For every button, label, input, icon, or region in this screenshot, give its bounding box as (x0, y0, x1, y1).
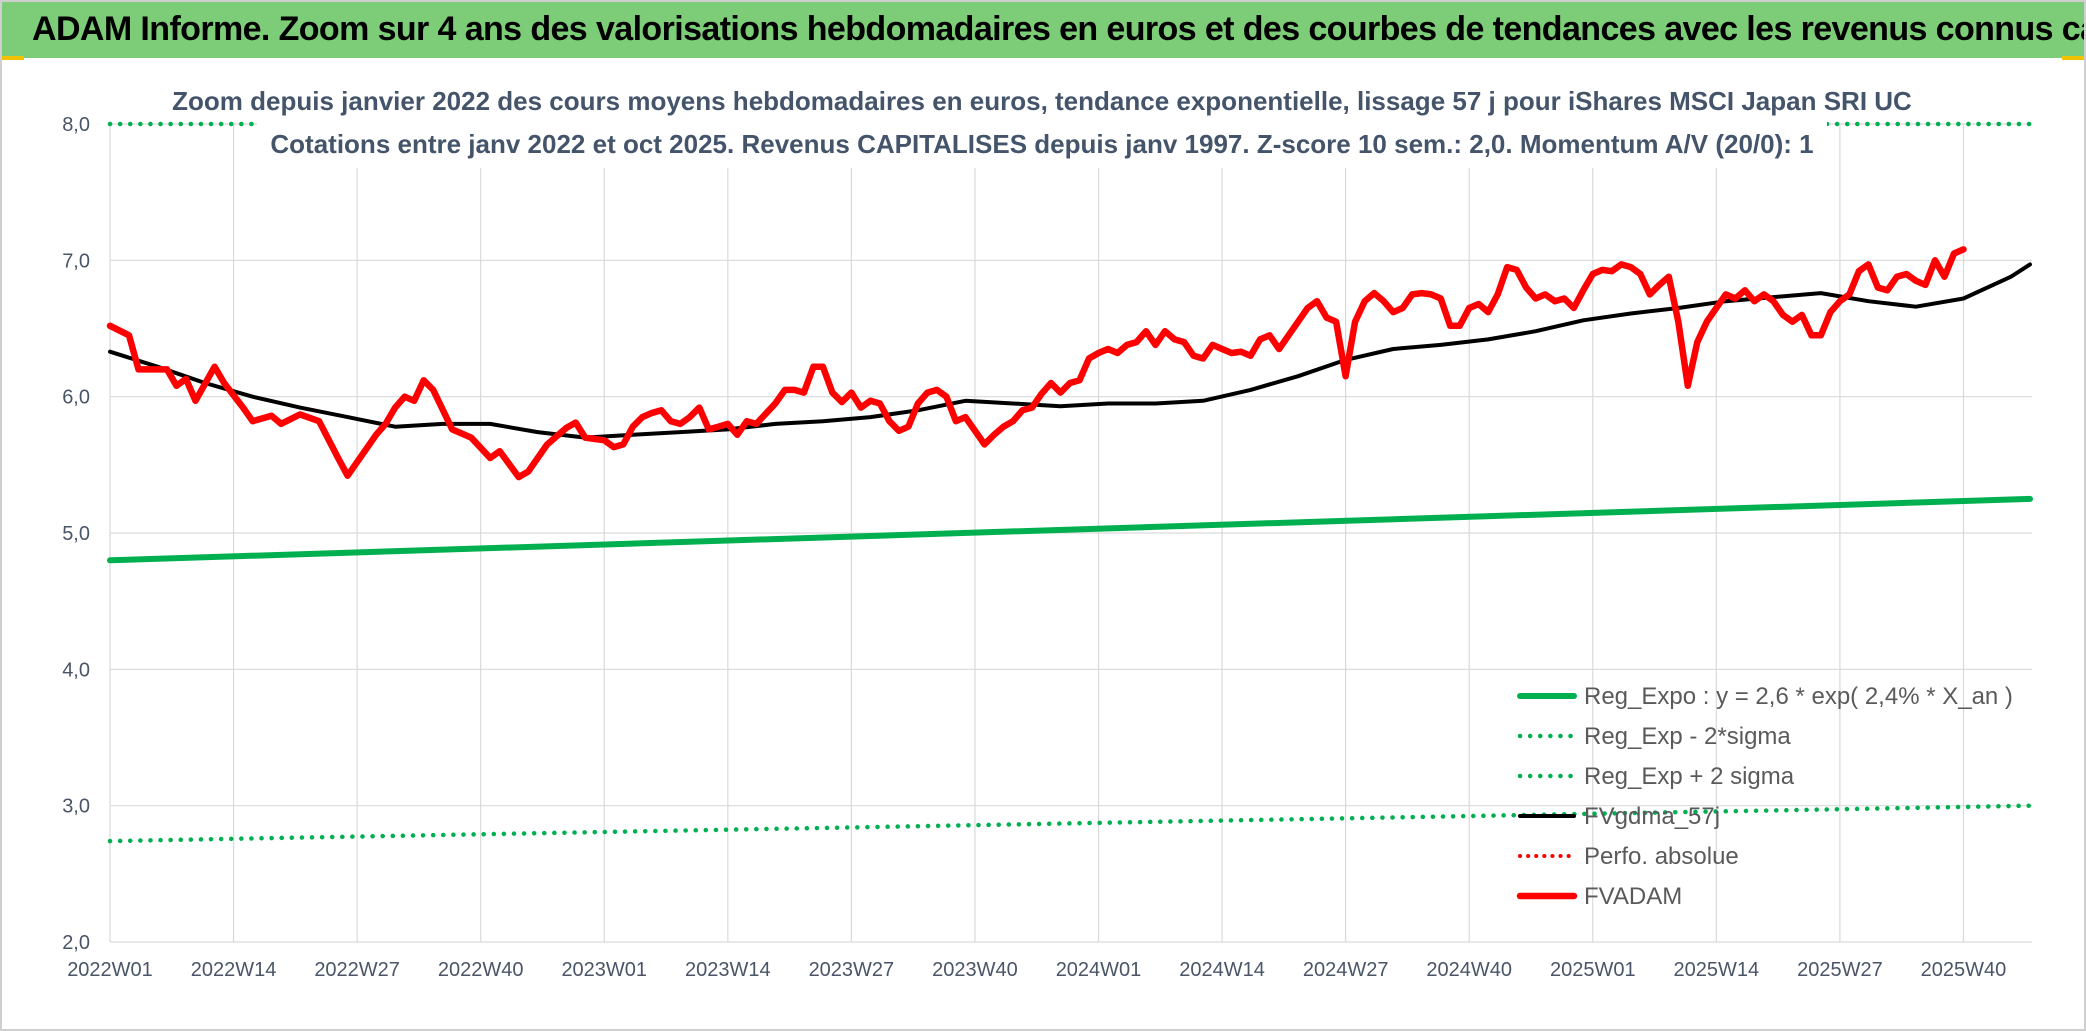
x-tick-label: 2025W01 (1550, 959, 1636, 981)
x-tick-label: 2022W14 (191, 959, 277, 981)
series-reg-expo (107, 495, 2033, 564)
legend-label: Perfo. absolue (1584, 843, 1739, 870)
x-tick-label: 2024W14 (1179, 959, 1265, 981)
gridlines (109, 123, 2032, 943)
legend: Reg_Expo : y = 2,6 * exp( 2,4% * X_an ) R… (1516, 683, 2013, 910)
report-header: ADAM Informe. Zoom sur 4 ans des valoris… (2, 2, 2084, 58)
x-tick-label: 2022W27 (314, 959, 400, 981)
x-tick-label: 2025W27 (1797, 959, 1883, 981)
x-tick-label: 2023W14 (685, 959, 771, 981)
series-fvadam (106, 246, 1967, 481)
legend-label: FVADAM (1584, 883, 1682, 910)
x-tick-label: 2025W40 (1921, 959, 2007, 981)
report-title: ADAM Informe. Zoom sur 4 ans des valoris… (32, 10, 2086, 48)
legend-label: Reg_Exp + 2 sigma (1584, 763, 1795, 790)
legend-label: Reg_Expo : y = 2,6 * exp( 2,4% * X_an ) (1584, 683, 2013, 710)
y-tick-label: 3,0 (62, 796, 90, 818)
x-tick-label: 2023W40 (932, 959, 1018, 981)
y-tick-label: 7,0 (62, 250, 90, 272)
x-tick-label: 2023W01 (561, 959, 647, 981)
chart-title-background (257, 76, 1827, 168)
chart-subtitle: Cotations entre janv 2022 et oct 2025. R… (270, 129, 1813, 159)
x-tick-label: 2023W27 (809, 959, 895, 981)
y-tick-label: 2,0 (62, 932, 90, 954)
legend-label: FVgdma_57j (1584, 803, 1720, 830)
corner-marker-right (2062, 56, 2084, 60)
chart-titles: Zoom depuis janvier 2022 des cours moyen… (172, 76, 1912, 168)
x-tick-label: 2024W27 (1303, 959, 1389, 981)
x-tick-label: 2022W01 (67, 959, 153, 981)
y-tick-label: 5,0 (62, 523, 90, 545)
corner-marker-left (2, 56, 24, 60)
y-tick-label: 6,0 (62, 387, 90, 409)
y-tick-label: 4,0 (62, 659, 90, 681)
x-tick-label: 2022W40 (438, 959, 524, 981)
x-tick-label: 2024W40 (1426, 959, 1512, 981)
x-tick-label: 2024W01 (1056, 959, 1142, 981)
axis-labels: 8,0 7,0 6,0 5,0 4,0 3,0 2,0 2022W01 2022W14 2022W… (62, 114, 2006, 981)
series-reg-exp-minus-2sigma (107, 803, 2033, 844)
chart-title: Zoom depuis janvier 2022 des cours moyen… (172, 86, 1912, 116)
y-tick-label: 8,0 (62, 114, 90, 136)
x-tick-label: 2025W14 (1674, 959, 1760, 981)
legend-label: Reg_Exp - 2*sigma (1584, 723, 1791, 750)
